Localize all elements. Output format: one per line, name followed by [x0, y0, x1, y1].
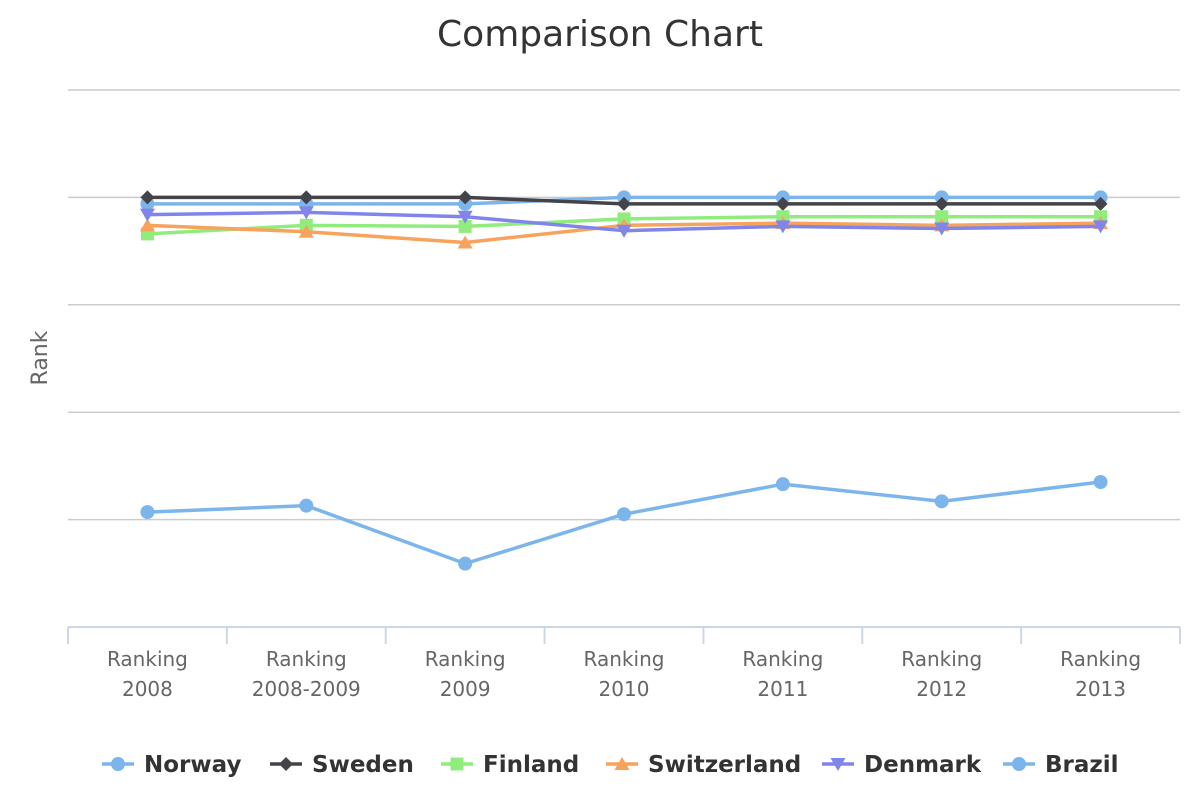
legend-item-finland[interactable]: Finland [441, 752, 579, 778]
legend-label-brazil: Brazil [1045, 752, 1119, 778]
legend-item-switzerland[interactable]: Switzerland [606, 752, 801, 778]
point-sweden-2[interactable] [458, 190, 473, 205]
point-sweden-3[interactable] [617, 196, 631, 211]
point-brazil-1[interactable] [299, 498, 314, 513]
legend-label-finland: Finland [483, 752, 579, 778]
x-axis: Ranking 2008 Ranking 2008-2009 Ranking 2009 Ra… [67, 626, 1181, 701]
legend-symbol-switzerland[interactable] [614, 757, 630, 770]
point-brazil-3[interactable] [617, 507, 631, 522]
point-brazil-5[interactable] [934, 494, 949, 509]
point-denmark-4[interactable] [775, 220, 791, 234]
legend-symbol-norway[interactable] [111, 757, 125, 771]
series-layer [139, 190, 1109, 571]
series-line-brazil[interactable] [145, 480, 1103, 566]
x-tick-label-4: Ranking 2011 [742, 647, 823, 701]
point-switzerland-0[interactable] [139, 218, 155, 232]
point-denmark-0[interactable] [139, 208, 155, 222]
point-sweden-0[interactable] [140, 190, 155, 205]
legend-item-sweden[interactable]: Sweden [270, 752, 414, 778]
x-tick-label-2: Ranking 2009 [425, 647, 506, 701]
point-denmark-3[interactable] [616, 224, 632, 238]
point-denmark-6[interactable] [1093, 220, 1109, 234]
legend-symbol-sweden[interactable] [279, 757, 293, 771]
legend-item-norway[interactable]: Norway [102, 752, 241, 778]
grid-lines [68, 89, 1180, 521]
point-sweden-1[interactable] [299, 190, 314, 205]
legend-symbol-finland[interactable] [450, 757, 464, 771]
x-tick-label-1: Ranking 2008-2009 [252, 647, 361, 701]
legend-label-switzerland: Switzerland [648, 752, 801, 778]
y-axis-title: Rank [28, 330, 53, 385]
point-sweden-6[interactable] [1093, 196, 1108, 211]
x-tick-label-0: Ranking 2008 [107, 647, 188, 701]
point-switzerland-2[interactable] [457, 235, 473, 249]
x-tick-label-6: Ranking 2013 [1060, 647, 1141, 701]
series-sweden[interactable] [140, 190, 1108, 211]
legend-label-sweden: Sweden [312, 752, 414, 778]
point-brazil-4[interactable] [775, 477, 790, 492]
legend-label-norway: Norway [144, 752, 241, 778]
legend-symbol-denmark[interactable] [830, 758, 846, 771]
point-finland-2[interactable] [458, 219, 472, 233]
series-denmark[interactable] [139, 206, 1109, 238]
x-tick-label-5: Ranking 2012 [901, 647, 982, 701]
series-brazil[interactable] [140, 475, 1108, 571]
legend-item-denmark[interactable]: Denmark [822, 752, 982, 778]
point-sweden-5[interactable] [934, 196, 949, 211]
legend-item-brazil[interactable]: Brazil [1003, 752, 1119, 778]
point-brazil-2[interactable] [458, 556, 473, 571]
point-sweden-4[interactable] [775, 196, 790, 211]
point-denmark-1[interactable] [298, 206, 314, 220]
point-denmark-5[interactable] [934, 222, 950, 236]
chart-title: Comparison Chart [437, 14, 763, 55]
point-switzerland-1[interactable] [298, 224, 314, 238]
point-denmark-2[interactable] [457, 210, 473, 224]
x-tick-label-3: Ranking 2010 [584, 647, 665, 701]
legend-symbol-brazil[interactable] [1012, 757, 1026, 771]
point-brazil-0[interactable] [140, 505, 155, 520]
legend-label-denmark: Denmark [864, 752, 982, 778]
point-brazil-6[interactable] [1093, 475, 1108, 490]
legend[interactable]: Norway Sweden Finland Switzerland Denmark Bra… [102, 752, 1119, 778]
point-finland-5[interactable] [935, 210, 949, 224]
